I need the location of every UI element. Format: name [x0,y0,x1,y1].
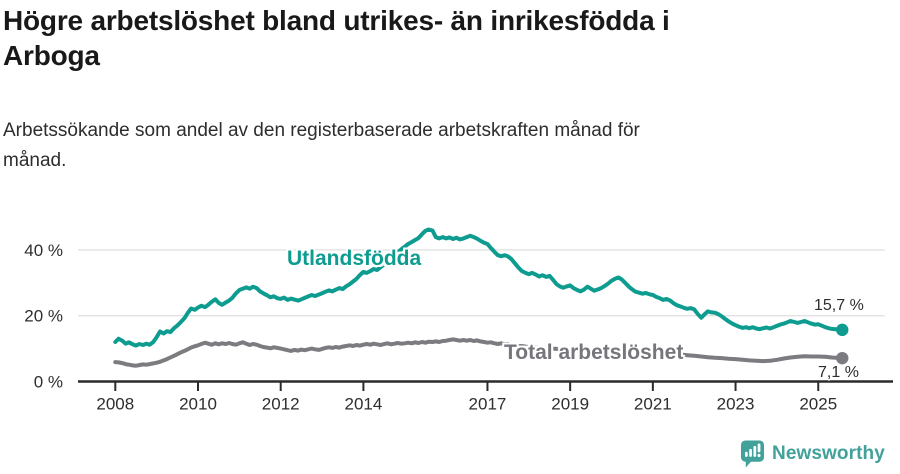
bar-2 [749,448,752,457]
x-tick-label-2012: 2012 [262,395,300,414]
newsworthy-wordmark: Newsworthy [772,443,885,464]
end-value-label-total: 7,1 % [818,364,859,381]
series-line-0 [113,227,845,348]
y-tick-label-20: 20 % [24,307,63,326]
x-tick-label-2014: 2014 [344,395,382,414]
series-end-dot-1 [836,351,849,365]
y-tick-label-0: 0 % [34,373,63,392]
title-line-2: Arboga [3,40,100,71]
x-tick-label-2017: 2017 [469,395,507,414]
bar-3 [753,446,757,457]
subtitle-line-2: månad. [3,150,67,171]
bar-1 [745,451,748,457]
x-tick-label-2008: 2008 [96,395,134,414]
exclamation-bar [757,443,761,453]
series-end-dot-0 [836,323,849,337]
x-tick-label-2021: 2021 [634,395,672,414]
series-line-1 [113,337,845,368]
title-line-1: Högre arbetslöshet bland utrikes- än inr… [3,5,670,36]
chart-title: Högre arbetslöshet bland utrikes- än inr… [3,3,863,73]
series-label-utlandsfodda: Utlandsfödda [287,247,422,270]
newsworthy-logo[interactable]: Newsworthy [740,439,885,469]
series-label-total-arbetsloshet: Total arbetslöshet [504,341,684,364]
subtitle-line-1: Arbetssökande som andel av den registerb… [3,120,640,141]
x-tick-label-2025: 2025 [799,395,837,414]
chart-subtitle: Arbetssökande som andel av den registerb… [3,116,863,176]
x-tick-label-2010: 2010 [179,395,217,414]
speech-bubble-shape [740,440,765,468]
end-value-label-utlandsfodda: 15,7 % [814,297,864,314]
x-tick-label-2023: 2023 [717,395,755,414]
x-tick-label-2019: 2019 [551,395,589,414]
exclamation-dot [757,453,761,457]
newsworthy-icon [740,440,765,468]
y-tick-label-40: 40 % [24,241,63,260]
